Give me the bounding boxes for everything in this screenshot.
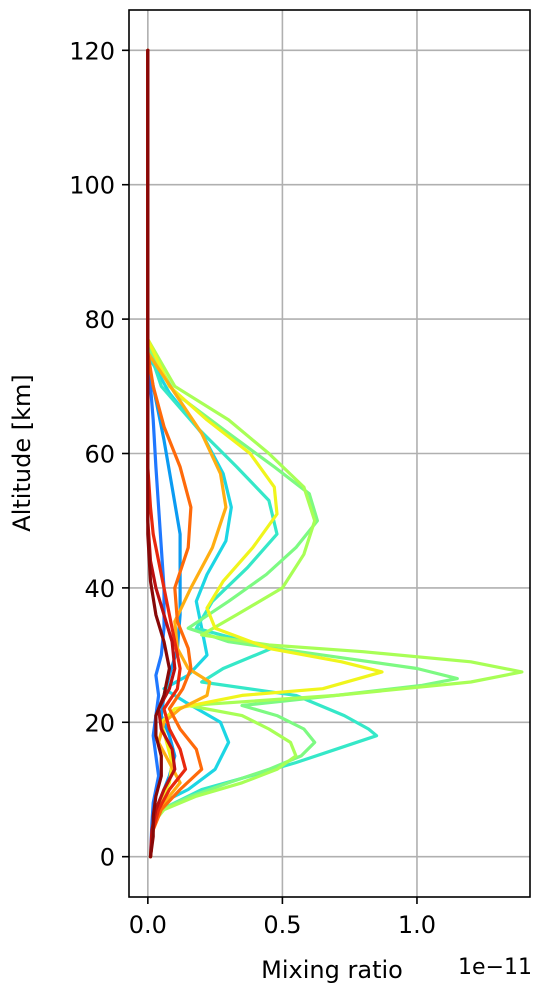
x-axis-offset-label: 1e−11 [458, 955, 532, 980]
series-line-10 [146, 48, 188, 859]
x-axis-label: Mixing ratio [261, 956, 403, 984]
y-tick-label: 60 [84, 441, 115, 469]
series-line-8 [146, 48, 228, 859]
series-lines [146, 48, 524, 859]
y-tick-label: 80 [84, 306, 115, 334]
y-axis-label: Altitude [km] [8, 374, 36, 531]
series-line-6 [146, 48, 524, 859]
y-tick-label: 0 [100, 844, 115, 872]
y-axis-ticks: 0 20 40 60 80 100 120 [69, 37, 129, 872]
x-tick-label: 0.5 [263, 911, 301, 939]
series-line-1 [146, 48, 166, 859]
y-tick-label: 100 [69, 172, 115, 200]
y-tick-label: 40 [84, 575, 115, 603]
x-tick-label: 1.0 [398, 911, 436, 939]
series-line-9 [146, 48, 204, 859]
series-line-5 [146, 48, 459, 859]
x-tick-label: 0.0 [129, 911, 167, 939]
y-tick-label: 20 [84, 709, 115, 737]
grid [129, 10, 530, 897]
series-line-12 [146, 48, 171, 859]
y-tick-label: 120 [69, 37, 115, 65]
x-axis-ticks: 0.0 0.5 1.0 [129, 897, 436, 939]
